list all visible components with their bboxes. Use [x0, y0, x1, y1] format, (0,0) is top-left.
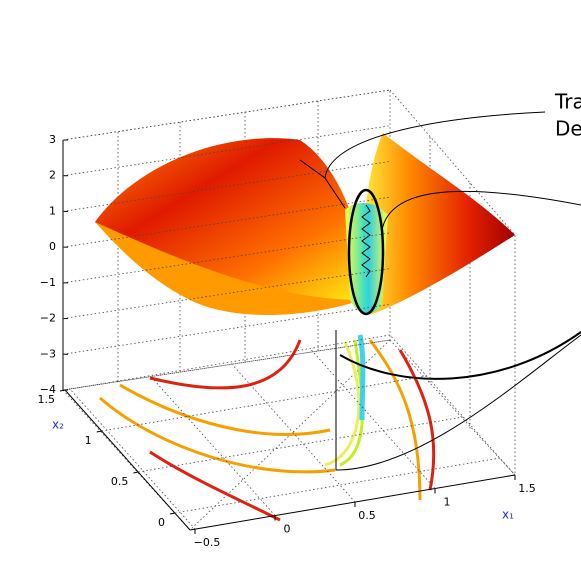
annotation-shapes: [299, 111, 581, 471]
grid-line: [62, 89, 391, 141]
z-tick-label: 3: [49, 133, 56, 146]
grid-line: [174, 457, 501, 514]
grid-line: [62, 232, 391, 284]
grid-line: [389, 334, 516, 476]
z-tick-label: 2: [49, 169, 56, 182]
grid-line: [62, 268, 391, 319]
x2-tick: [169, 512, 176, 515]
x1-tick-label: 1: [444, 496, 451, 509]
grid-line: [229, 361, 356, 503]
surface: [95, 133, 515, 315]
annotation: Tra: [554, 90, 581, 114]
x2-tick: [133, 471, 139, 474]
grid-line: [149, 375, 276, 516]
grid-line: [309, 348, 436, 489]
z-tick-label: −3: [40, 347, 56, 360]
grid-line: [62, 303, 391, 355]
grid-line: [101, 375, 427, 432]
grid-line: [62, 196, 391, 248]
x2-tick-label: 1.5: [38, 393, 56, 406]
contours: [99, 334, 436, 522]
grid-line: [62, 339, 391, 391]
x1-tick-label: 1.5: [518, 482, 536, 495]
grid-line: [138, 416, 464, 473]
x1-tick-label: 0.5: [358, 509, 376, 522]
x2-tick-label: 0: [158, 516, 165, 529]
x2-axis: [64, 389, 191, 531]
annotation: De: [555, 117, 581, 141]
grid-line: [62, 161, 391, 212]
grid-line: [62, 125, 391, 177]
x2-tick: [59, 389, 66, 392]
z-tick-label: −4: [40, 383, 56, 396]
x1-label: x₁: [502, 508, 514, 522]
grid-line: [69, 388, 196, 530]
x1-tick-label: 0: [284, 523, 291, 536]
x2-tick: [96, 430, 102, 433]
grid-line: [64, 334, 391, 391]
x2-label: x₂: [52, 418, 64, 432]
x2-tick-label: 1: [85, 434, 92, 447]
x2-tick-label: 0.5: [111, 475, 129, 488]
z-tick-label: −2: [40, 312, 56, 325]
x1-axis: [189, 474, 516, 531]
x1-tick-label: −0.5: [194, 536, 221, 549]
z-tick-label: −1: [40, 276, 56, 289]
z-tick-label: 0: [49, 240, 56, 253]
z-tick-label: 1: [49, 204, 56, 217]
